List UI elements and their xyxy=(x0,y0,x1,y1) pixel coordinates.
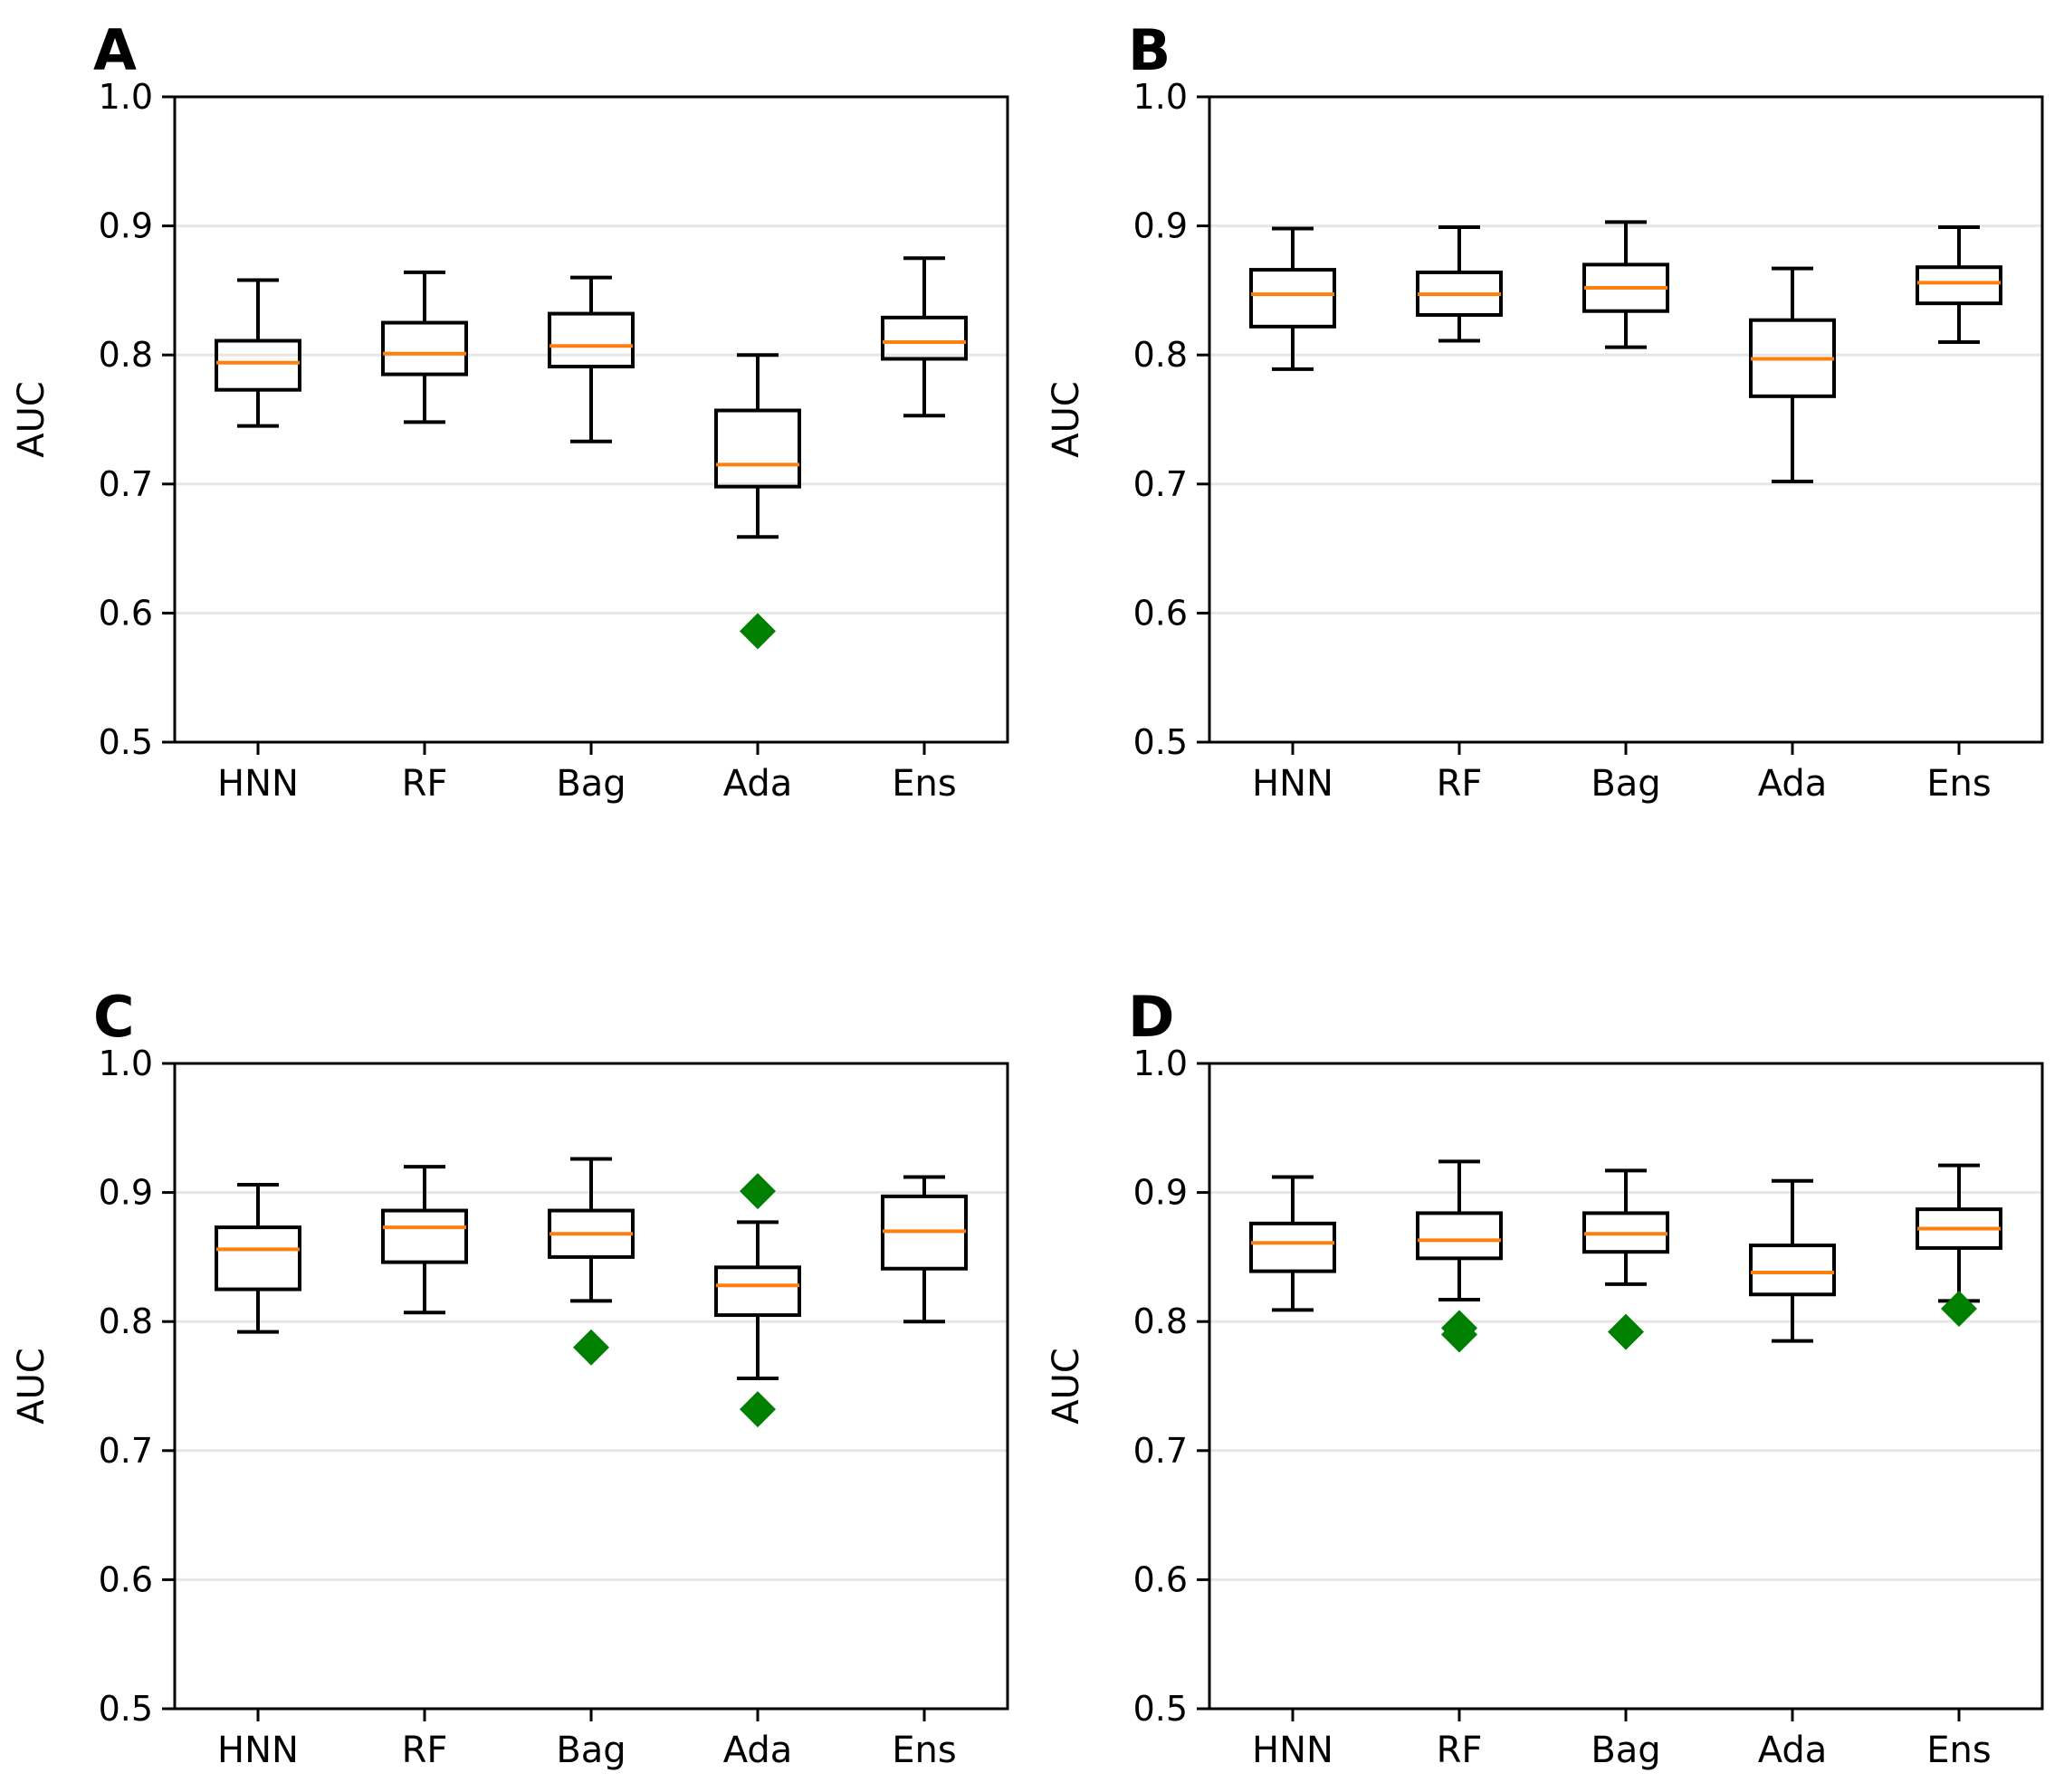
y-tick-label: 0.9 xyxy=(1133,206,1188,246)
y-tick-label: 0.6 xyxy=(1133,1559,1188,1599)
y-tick-label: 1.0 xyxy=(99,1044,153,1083)
x-tick-label: Ens xyxy=(892,1730,956,1771)
iqr-box xyxy=(548,311,635,369)
box-hnn xyxy=(1249,1175,1336,1312)
outlier-marker xyxy=(740,1391,776,1428)
y-axis-label: AUC xyxy=(1046,381,1087,458)
y-tick-label: 0.5 xyxy=(1133,722,1188,762)
y-tick-label: 0.7 xyxy=(99,464,153,504)
x-tick-label: RF xyxy=(1437,1730,1483,1771)
y-tick-label: 0.9 xyxy=(99,1173,153,1213)
box-ada xyxy=(1749,1178,1836,1343)
iqr-box xyxy=(381,320,468,377)
x-tick-label: Ada xyxy=(1758,1730,1828,1771)
box-ens xyxy=(881,1175,968,1324)
y-tick-label: 0.8 xyxy=(99,1301,153,1341)
x-tick-label: HNN xyxy=(217,1730,299,1771)
y-tick-label: 0.8 xyxy=(1133,335,1188,375)
panel-letter: D xyxy=(1128,984,1174,1050)
iqr-box xyxy=(1249,268,1336,329)
iqr-box xyxy=(381,1208,468,1264)
x-tick-label: Bag xyxy=(556,1730,626,1771)
y-tick-label: 0.6 xyxy=(1133,593,1188,633)
x-tick-label: Bag xyxy=(1591,763,1660,805)
y-tick-label: 0.7 xyxy=(1133,1431,1188,1471)
panel-a: 0.5 0.6 0.7 0.8 0.9 1.0 HNN RF Bag Ada Ens AUC A xyxy=(11,17,1009,805)
panel-letter: A xyxy=(93,17,137,83)
x-tick-label: Bag xyxy=(556,763,626,805)
box-hnn xyxy=(1249,226,1336,371)
y-tick-label: 0.5 xyxy=(1133,1689,1188,1729)
panel-c: 0.5 0.6 0.7 0.8 0.9 1.0 HNN RF Bag Ada Ens AUC C xyxy=(11,984,1009,1771)
y-axis-label: AUC xyxy=(11,381,53,458)
box-hnn xyxy=(215,1183,301,1334)
x-tick-label: Ada xyxy=(723,1730,793,1771)
outlier-marker xyxy=(573,1329,609,1366)
y-tick-label: 0.8 xyxy=(99,335,153,375)
y-axis-label: AUC xyxy=(11,1348,53,1425)
outlier-marker xyxy=(1941,1290,1977,1327)
box-ada xyxy=(714,353,801,650)
iqr-box xyxy=(714,408,801,489)
y-tick-label: 0.6 xyxy=(99,1559,153,1599)
box-rf xyxy=(1416,225,1503,343)
box-rf xyxy=(1416,1159,1503,1353)
box-ens xyxy=(1916,225,2002,344)
x-tick-label: Bag xyxy=(1591,1730,1660,1771)
panel-d: 0.5 0.6 0.7 0.8 0.9 1.0 HNN RF Bag Ada Ens AUC D xyxy=(1046,984,2044,1771)
panel-letter: B xyxy=(1128,17,1171,83)
box-bag xyxy=(1582,1168,1669,1350)
y-tick-label: 0.9 xyxy=(1133,1173,1188,1213)
y-tick-label: 1.0 xyxy=(99,77,153,117)
x-tick-label: HNN xyxy=(1252,763,1333,805)
box-ens xyxy=(1916,1163,2002,1327)
iqr-box xyxy=(1916,265,2002,306)
x-tick-label: Ada xyxy=(1758,763,1828,805)
x-tick-label: Ada xyxy=(723,763,793,805)
outlier-marker xyxy=(740,613,776,650)
box-ada xyxy=(714,1173,801,1428)
y-axis-label: AUC xyxy=(1046,1348,1087,1425)
iqr-box xyxy=(714,1265,801,1318)
box-rf xyxy=(381,270,468,424)
x-tick-label: RF xyxy=(402,763,448,805)
y-tick-label: 0.9 xyxy=(99,206,153,246)
x-tick-label: RF xyxy=(402,1730,448,1771)
iqr-box xyxy=(881,315,968,361)
y-tick-label: 1.0 xyxy=(1133,77,1188,117)
panel-b: 0.5 0.6 0.7 0.8 0.9 1.0 HNN RF Bag Ada Ens AUC B xyxy=(1046,17,2044,805)
box-ens xyxy=(881,256,968,418)
x-tick-label: Ens xyxy=(1926,763,1991,805)
axes-frame xyxy=(1208,95,2044,744)
y-tick-label: 0.5 xyxy=(99,722,153,762)
y-tick-label: 0.5 xyxy=(99,1689,153,1729)
iqr-box xyxy=(1416,1211,1503,1261)
box-bag xyxy=(548,1157,635,1366)
y-tick-label: 0.7 xyxy=(1133,464,1188,504)
y-tick-label: 0.7 xyxy=(99,1431,153,1471)
box-bag xyxy=(1582,220,1669,349)
panel-letter: C xyxy=(93,984,135,1050)
iqr-box xyxy=(215,338,301,392)
x-tick-label: Ens xyxy=(892,763,956,805)
box-ada xyxy=(1749,266,1836,483)
x-tick-label: HNN xyxy=(1252,1730,1333,1771)
outlier-marker xyxy=(1608,1313,1644,1350)
iqr-box xyxy=(1249,1221,1336,1273)
iqr-box xyxy=(1749,1244,1836,1297)
axes-frame xyxy=(1208,1062,2044,1711)
x-tick-label: HNN xyxy=(217,763,299,805)
box-hnn xyxy=(215,278,301,428)
y-tick-label: 0.6 xyxy=(99,593,153,633)
box-bag xyxy=(548,275,635,443)
outlier-marker xyxy=(740,1173,776,1210)
outlier-marker xyxy=(1441,1316,1477,1353)
x-tick-label: Ens xyxy=(1926,1730,1991,1771)
y-tick-label: 0.8 xyxy=(1133,1301,1188,1341)
box-rf xyxy=(381,1165,468,1315)
x-tick-label: RF xyxy=(1437,763,1483,805)
iqr-box xyxy=(215,1225,301,1292)
y-tick-label: 1.0 xyxy=(1133,1044,1188,1083)
